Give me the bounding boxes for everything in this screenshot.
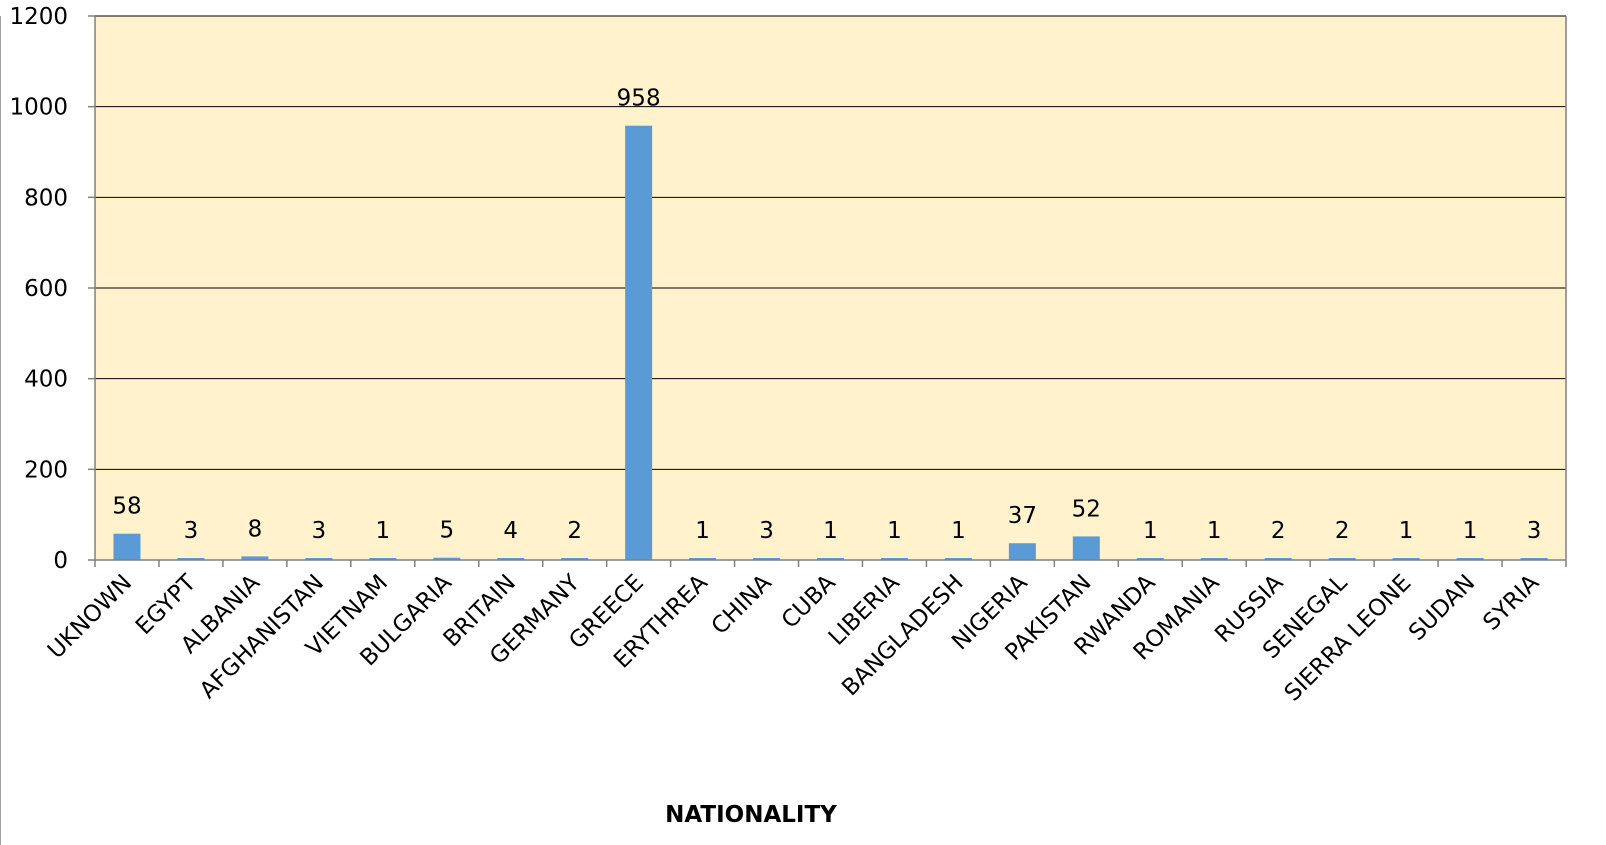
bar xyxy=(1456,558,1484,560)
data-label: 1 xyxy=(1207,518,1222,544)
y-tick-label: 600 xyxy=(24,276,68,302)
bar xyxy=(944,558,972,560)
y-tick-label: 1000 xyxy=(9,95,68,121)
data-label: 1 xyxy=(951,518,966,544)
data-label: 3 xyxy=(184,518,199,544)
data-label: 958 xyxy=(617,86,661,112)
data-label: 3 xyxy=(312,518,327,544)
bar xyxy=(880,558,908,560)
bar xyxy=(1264,558,1292,560)
data-labels: 58 3 8 3 1 5 4 2 958 1 3 1 1 1 37 52 1 1 2 2 1 1 3 xyxy=(112,86,1541,544)
y-tick-label: 0 xyxy=(53,548,68,574)
bar xyxy=(561,558,589,560)
bars xyxy=(113,125,1548,560)
bar xyxy=(817,558,844,560)
x-axis-title: NATIONALITY xyxy=(665,802,837,828)
data-label: 2 xyxy=(567,518,582,544)
bar xyxy=(305,558,333,560)
data-label: 1 xyxy=(1399,518,1414,544)
data-label: 37 xyxy=(1008,503,1037,529)
y-axis-ticks: 0 200 400 600 800 1000 1200 xyxy=(9,4,95,574)
bar xyxy=(1392,558,1420,560)
bar xyxy=(1328,558,1356,560)
category-label: SUDAN xyxy=(1404,570,1480,646)
data-label: 1 xyxy=(1463,518,1478,544)
bar xyxy=(1200,558,1228,560)
y-tick-label: 200 xyxy=(24,457,68,483)
data-label: 8 xyxy=(248,516,263,542)
data-label: 3 xyxy=(1527,518,1542,544)
data-label: 52 xyxy=(1072,496,1101,522)
bar xyxy=(369,558,397,560)
category-label: SYRIA xyxy=(1478,570,1544,636)
bar xyxy=(497,558,525,560)
data-label: 4 xyxy=(503,518,518,544)
data-label: 5 xyxy=(439,518,454,544)
data-label: 1 xyxy=(695,518,710,544)
data-label: 1 xyxy=(375,518,390,544)
data-label: 3 xyxy=(759,518,774,544)
bar xyxy=(1008,543,1036,560)
bar xyxy=(177,558,205,560)
bar xyxy=(241,556,269,560)
data-label: 1 xyxy=(823,518,838,544)
data-label: 58 xyxy=(112,494,141,520)
bar xyxy=(1520,558,1548,560)
y-tick-label: 800 xyxy=(24,185,68,211)
bar xyxy=(433,557,461,560)
bar xyxy=(113,533,141,560)
x-axis-ticks: UKNOWNEGYPTALBANIAAFGHANISTANVIETNAMBULG… xyxy=(43,560,1567,706)
y-tick-label: 400 xyxy=(24,367,68,393)
category-label: CHINA xyxy=(707,570,777,640)
bar xyxy=(1072,536,1100,560)
bar xyxy=(753,558,781,560)
y-tick-label: 1200 xyxy=(9,4,68,30)
data-label: 1 xyxy=(1143,518,1158,544)
data-label: 1 xyxy=(887,518,902,544)
data-label: 2 xyxy=(1335,518,1350,544)
data-label: 2 xyxy=(1271,518,1286,544)
bar xyxy=(1136,558,1164,560)
bar xyxy=(689,558,717,560)
bar xyxy=(625,125,653,560)
category-label: UKNOWN xyxy=(43,570,137,664)
